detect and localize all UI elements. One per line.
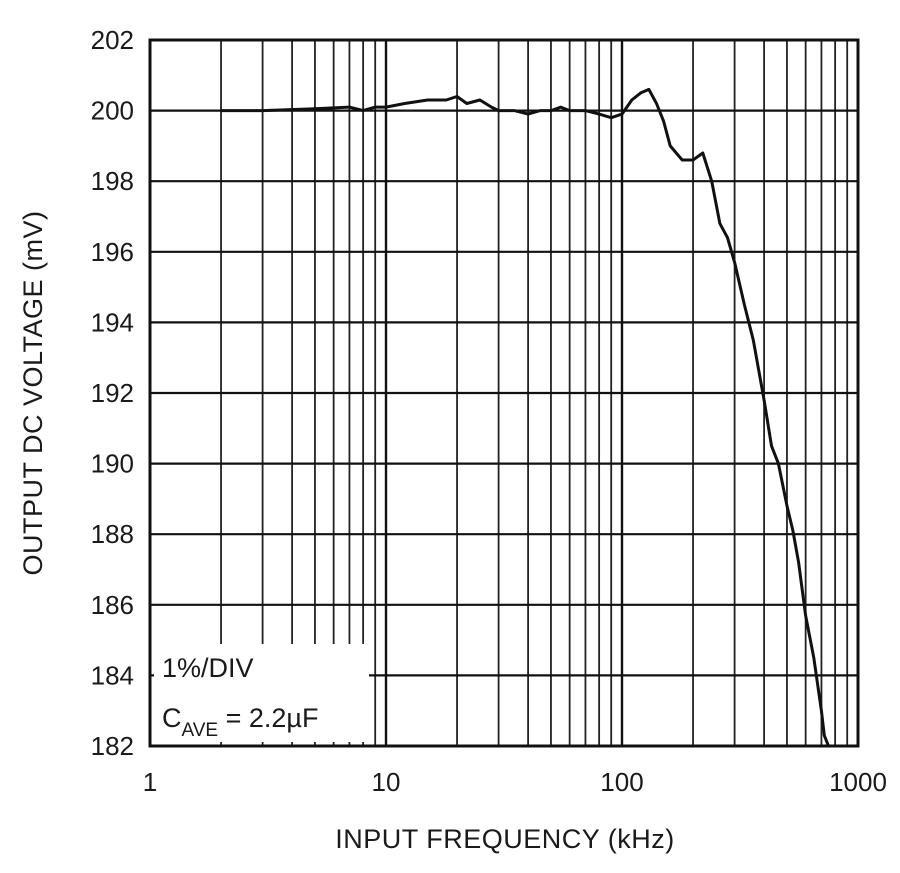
x-tick-label: 10	[372, 767, 401, 797]
annotation-scale: 1%/DIV	[162, 653, 254, 683]
annotation-capacitance: CAVE = 2.2µF	[162, 703, 318, 741]
y-tick-label: 186	[91, 590, 134, 620]
annotation-background	[154, 644, 369, 742]
y-tick-label: 200	[91, 96, 134, 126]
annotation-subscript: AVE	[182, 720, 219, 741]
y-tick-labels: 182 184 186 188 190 192 194 196 198 200 202	[91, 25, 134, 761]
y-tick-label: 198	[91, 166, 134, 196]
y-tick-label: 194	[91, 307, 134, 337]
plot-frame	[148, 38, 860, 748]
x-tick-label: 1000	[829, 767, 887, 797]
y-tick-label: 190	[91, 449, 134, 479]
y-tick-label: 184	[91, 660, 134, 690]
annotation-c: C	[162, 703, 182, 733]
y-tick-label: 192	[91, 378, 134, 408]
series-line	[221, 87, 830, 747]
gridlines	[148, 38, 860, 748]
annotation-value: = 2.2µF	[218, 703, 318, 733]
x-axis-title: INPUT FREQUENCY (kHz)	[335, 824, 675, 854]
series-group	[221, 87, 830, 747]
x-tick-labels: 1 10 100 1000	[143, 767, 887, 797]
x-tick-label: 1	[143, 767, 157, 797]
y-tick-label: 188	[91, 519, 134, 549]
y-tick-label: 202	[91, 25, 134, 55]
y-tick-label: 196	[91, 237, 134, 267]
x-tick-label: 100	[600, 767, 643, 797]
annotation-box: 1%/DIV CAVE = 2.2µF	[154, 644, 369, 742]
y-tick-label: 182	[91, 731, 134, 761]
y-axis-title: OUTPUT DC VOLTAGE (mV)	[18, 210, 48, 575]
